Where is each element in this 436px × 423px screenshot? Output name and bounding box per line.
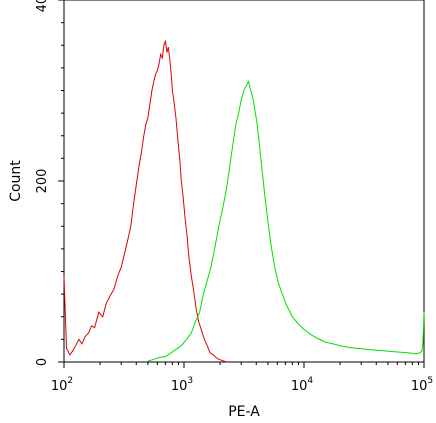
series-line-2: [147, 79, 425, 362]
x-axis-ticks: 102 103 104 105: [51, 362, 433, 394]
y-axis-ticks: 0 200 400: [35, 0, 64, 366]
y-tick-label: 200: [35, 169, 50, 194]
x-axis-title: PE-A: [228, 404, 260, 420]
y-tick-label: 0: [35, 358, 50, 366]
series-layer: [63, 40, 425, 363]
x-tick-label: 103: [171, 376, 193, 394]
plot-frame: [63, 0, 425, 363]
y-axis-title: Count: [8, 160, 24, 202]
y-tick-label: 400: [35, 0, 50, 12]
x-tick-label: 104: [291, 376, 314, 394]
x-tick-label: 105: [411, 376, 433, 394]
series-line-1: [63, 40, 228, 363]
x-tick-label: 102: [51, 376, 73, 394]
